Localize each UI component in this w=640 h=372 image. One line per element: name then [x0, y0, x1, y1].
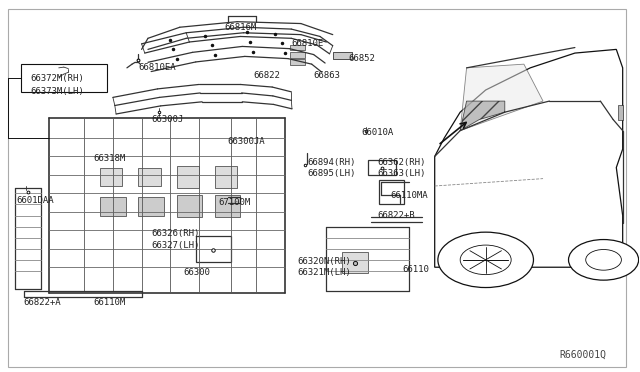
Bar: [342, 253, 368, 273]
Text: 66327(LH): 66327(LH): [151, 241, 200, 250]
Text: 66822: 66822: [253, 71, 280, 80]
Bar: [138, 197, 164, 215]
Bar: [196, 236, 231, 262]
Bar: [100, 197, 125, 215]
Text: 66110: 66110: [403, 264, 429, 273]
Text: 66894(RH): 66894(RH): [307, 157, 356, 167]
Text: 66372M(RH): 66372M(RH): [30, 74, 84, 83]
Text: 66810E: 66810E: [291, 39, 324, 48]
Text: 66320N(RH): 66320N(RH): [298, 257, 351, 266]
Bar: [138, 167, 161, 186]
Bar: [177, 195, 202, 217]
Polygon shape: [460, 64, 543, 131]
Text: R660001Q: R660001Q: [560, 350, 607, 359]
Polygon shape: [460, 101, 505, 131]
Bar: [290, 45, 305, 51]
Text: 67100M: 67100M: [218, 198, 250, 207]
Text: 66810EA: 66810EA: [138, 63, 176, 72]
Text: 66300: 66300: [183, 268, 210, 277]
Text: 66300JA: 66300JA: [228, 137, 265, 146]
Bar: [368, 160, 396, 175]
Text: 66010A: 66010A: [362, 128, 394, 137]
Text: 66863: 66863: [314, 71, 340, 80]
Bar: [290, 60, 305, 65]
Text: 66822+B: 66822+B: [378, 211, 415, 220]
Text: 66110MA: 66110MA: [390, 191, 428, 200]
Bar: [379, 180, 404, 205]
Text: 66363(LH): 66363(LH): [378, 169, 426, 177]
Text: 66373M(LH): 66373M(LH): [30, 87, 84, 96]
Text: 66300J: 66300J: [151, 115, 184, 124]
Text: 66852: 66852: [349, 54, 376, 63]
Bar: [215, 166, 237, 188]
Bar: [100, 167, 122, 186]
Bar: [215, 195, 241, 217]
Text: 66362(RH): 66362(RH): [378, 157, 426, 167]
Circle shape: [568, 240, 639, 280]
Bar: [177, 166, 199, 188]
Circle shape: [438, 232, 534, 288]
Text: 66822+A: 66822+A: [24, 298, 61, 307]
Bar: [333, 52, 352, 59]
Text: 66326(RH): 66326(RH): [151, 230, 200, 238]
Text: 6601DAA: 6601DAA: [16, 196, 54, 205]
Bar: [618, 105, 623, 119]
Bar: [20, 64, 106, 92]
Text: 66110M: 66110M: [94, 298, 126, 307]
Text: 66895(LH): 66895(LH): [307, 169, 356, 177]
Text: 66318M: 66318M: [94, 154, 126, 163]
Bar: [290, 52, 305, 58]
Text: 66321M(LH): 66321M(LH): [298, 268, 351, 277]
Text: 66816M: 66816M: [224, 23, 257, 32]
